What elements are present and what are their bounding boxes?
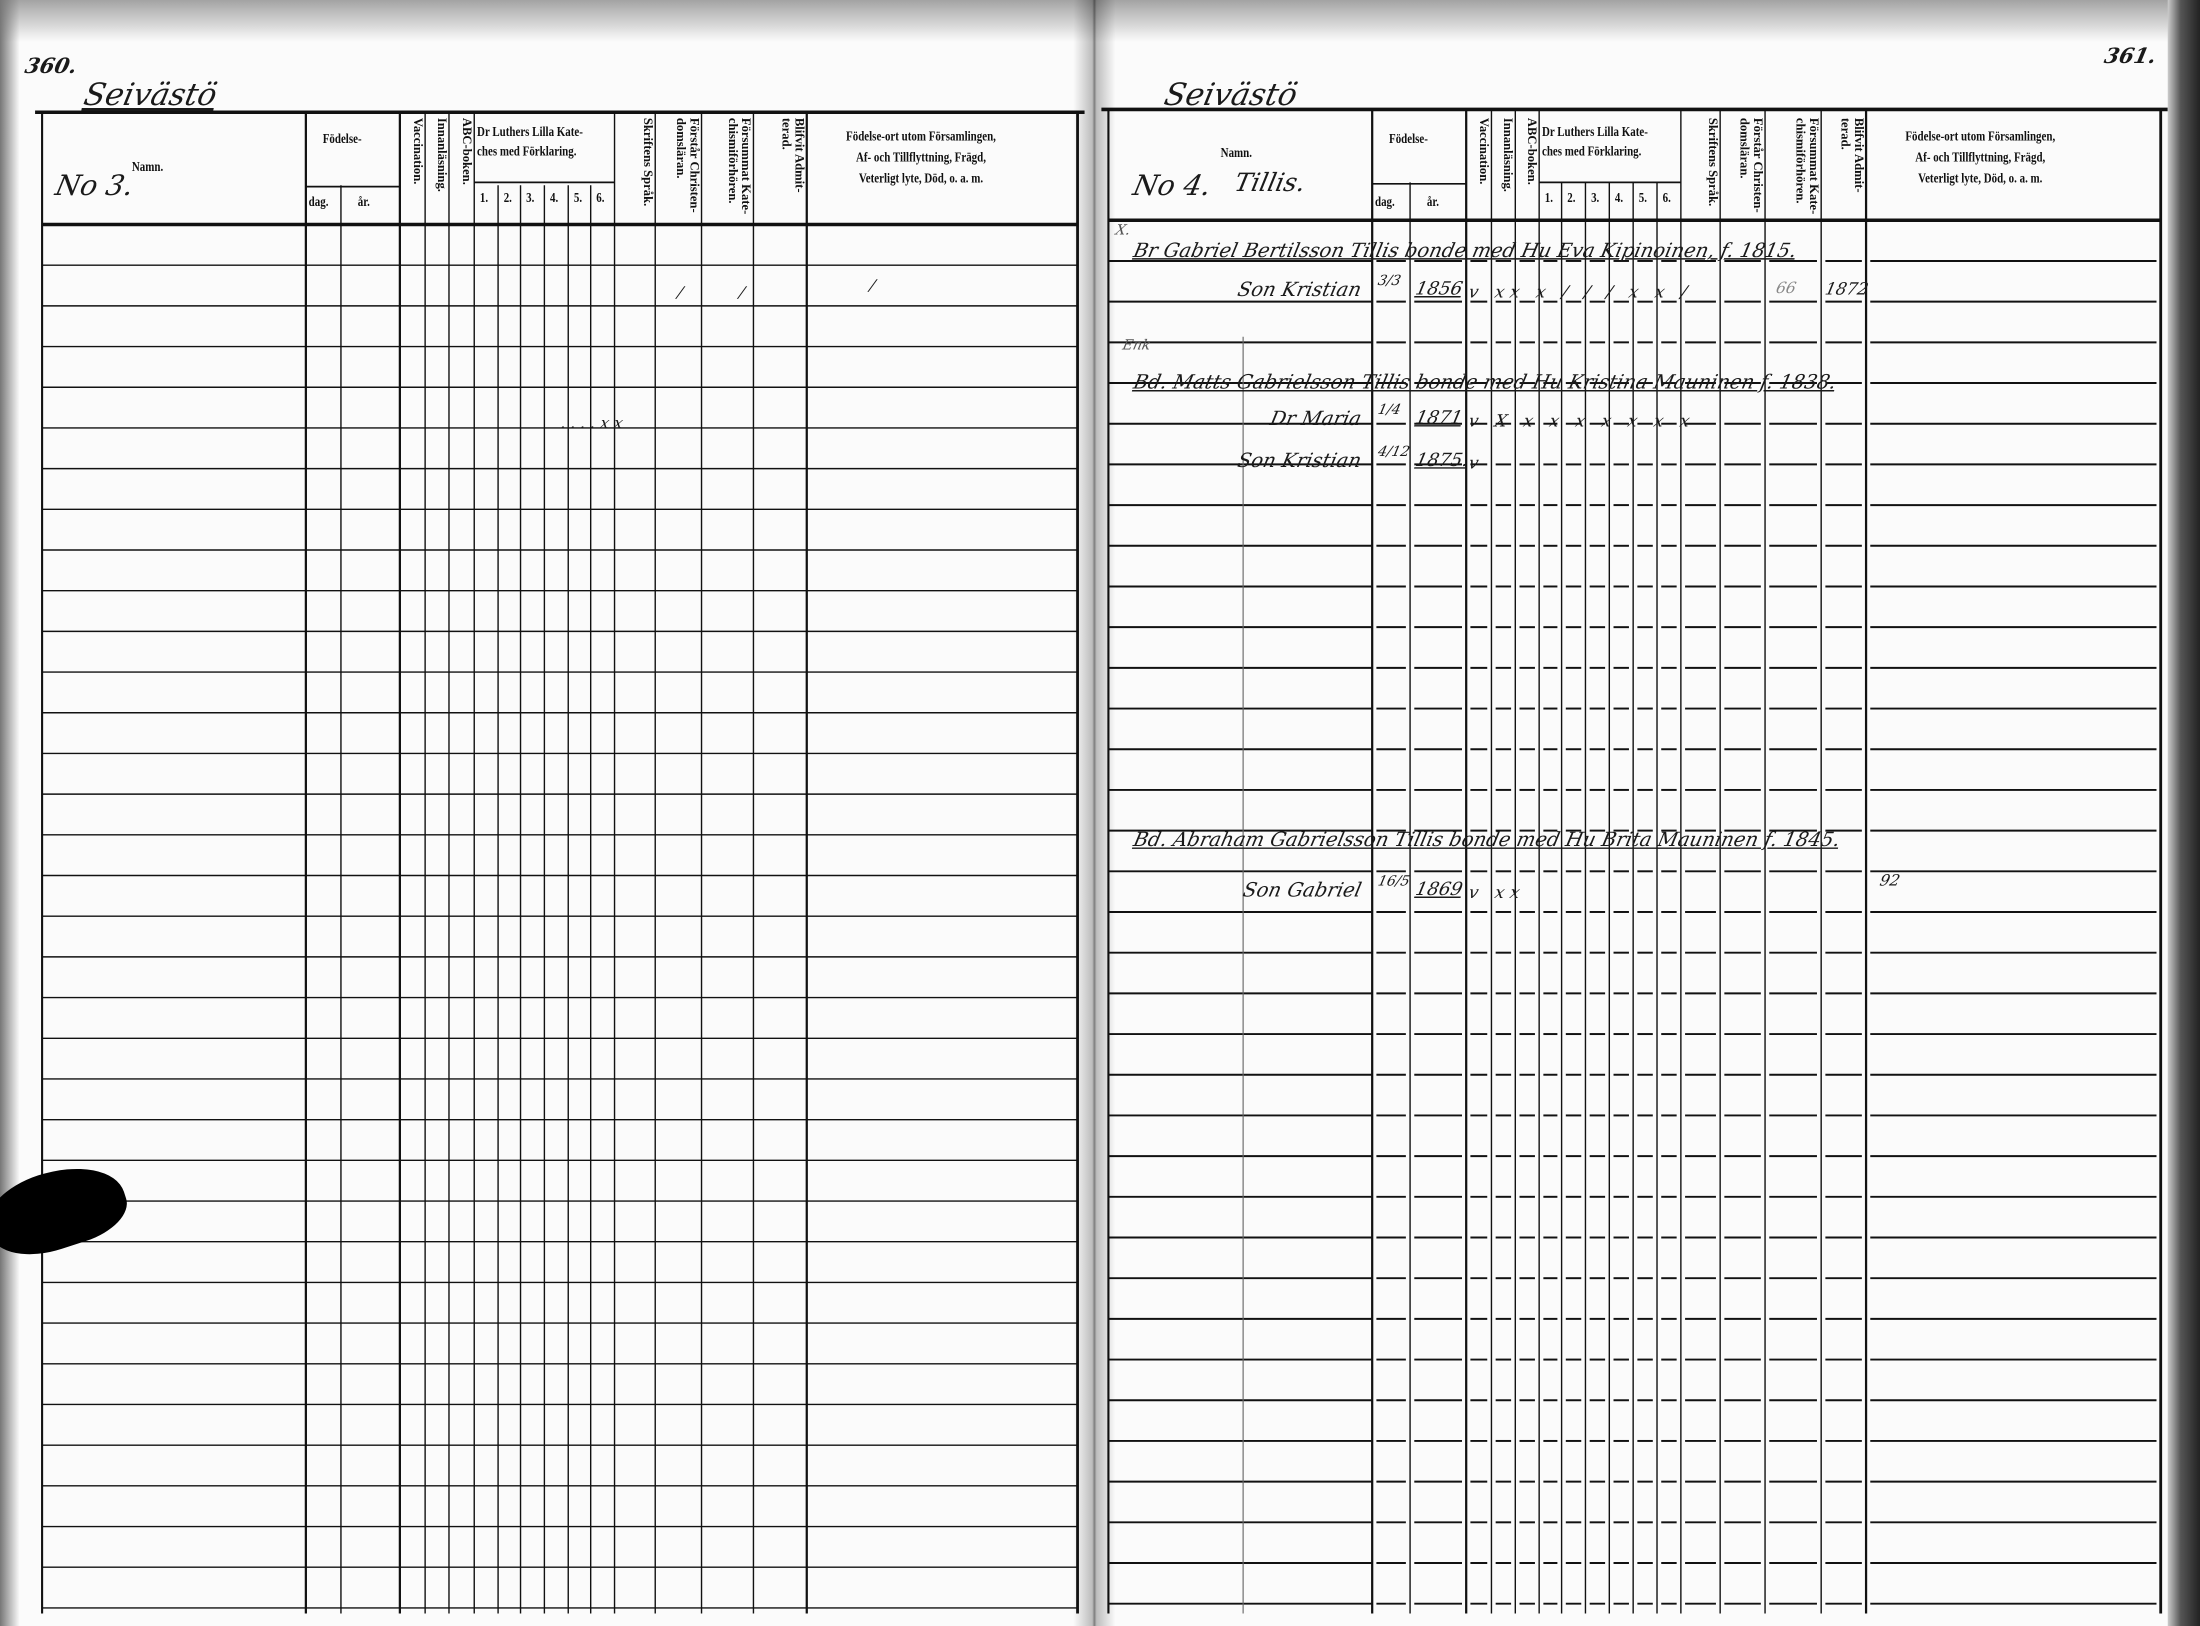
entry-prefix: Enk <box>1120 338 1153 354</box>
birth-day: 3/3 <box>1376 273 1403 290</box>
admitted-year: 1872 <box>1823 279 1871 299</box>
luther-part-2: 2. <box>503 190 512 207</box>
pencil-mark: . . . . x x <box>559 413 625 433</box>
member-name: Dr Maria <box>1267 408 1364 431</box>
forsummat-header: Försummat Kate- chismiförhören. <box>726 117 754 215</box>
left-edge-shadow <box>0 0 20 1626</box>
remarks-header: Födelse-ort utom Församlingen, Af- och T… <box>846 129 996 187</box>
household-head-line: Bd. Abraham Gabrielsson Tillis bonde med… <box>1131 829 1843 852</box>
namn-header: Namn. <box>131 159 164 176</box>
page-number: 361. <box>2102 43 2159 69</box>
abc-header: ABC-boken. <box>460 117 475 185</box>
household-name: Tillis. <box>1231 168 1309 198</box>
member-name: Son Kristian <box>1235 279 1364 302</box>
household-number: No 3. <box>52 168 137 203</box>
luther-part-1: 1. <box>479 190 489 207</box>
innanlasning-header: Innanläsning. <box>1501 117 1516 192</box>
blifvit-header: Blifvit Admit- terad. <box>1838 117 1867 193</box>
page-number: 360. <box>22 53 80 79</box>
household-head-line: Br Gabriel Bertilsson Tillis bonde med H… <box>1131 239 1799 263</box>
reading-marks: v xx x / / / x x / <box>1466 282 1695 302</box>
luther-part-3: 3. <box>1591 190 1600 207</box>
birth-day: 1/4 <box>1376 402 1403 419</box>
member-name: Son Kristian <box>1235 450 1364 473</box>
birth-year: 1875. <box>1413 450 1471 472</box>
forsummat-header: Försummat Kate- chismiförhören. <box>1793 117 1822 215</box>
member-name: Son Gabriel <box>1240 879 1364 903</box>
luther-header: Dr Luthers Lilla Kate- ches med Förklari… <box>477 124 583 160</box>
blifvit-header: Blifvit Admit- terad. <box>779 117 807 193</box>
forstar-header: Förstår Christen- domsläran. <box>1737 117 1766 213</box>
birth-day: 4/12 <box>1376 444 1412 461</box>
remarks-header: Födelse-ort utom Församlingen, Af- och T… <box>1905 129 2056 187</box>
village-name: Seivästö <box>1160 78 1301 114</box>
luther-part-6: 6. <box>1662 190 1671 207</box>
luther-part-3: 3. <box>526 190 535 207</box>
forstar-header: Förstår Christen- domsläran. <box>674 117 702 213</box>
luther-part-4: 4. <box>1614 190 1624 207</box>
abc-header: ABC-boken. <box>1525 117 1540 185</box>
remark-note: 92 <box>1878 871 1902 890</box>
vaccination-header: Vaccination. <box>411 117 426 185</box>
ar-header: år. <box>357 195 370 211</box>
innanlasning-header: Innanläsning. <box>434 117 449 192</box>
vaccination-header: Vaccination. <box>1477 117 1492 185</box>
birth-day: 16/5 <box>1376 874 1412 890</box>
luther-part-6: 6. <box>596 190 605 207</box>
luther-part-4: 4. <box>549 190 559 207</box>
reading-marks: v xx <box>1466 882 1528 903</box>
luther-part-5: 5. <box>1638 190 1647 207</box>
right-edge-shadow <box>2167 0 2200 1626</box>
household-number: No 4. <box>1130 168 1215 203</box>
entry-prefix: X. <box>1113 223 1132 239</box>
forsummat-value: 66 <box>1774 279 1798 298</box>
reading-marks: v X x x x x x x x <box>1466 411 1698 431</box>
fodelse-header: Födelse- <box>322 131 362 148</box>
birth-year: 1871 <box>1413 408 1465 430</box>
birth-year: 1856 <box>1413 279 1465 301</box>
luther-part-2: 2. <box>1567 190 1576 207</box>
village-name: Seivästö <box>80 78 221 114</box>
skriftens-header: Skriftens Språk. <box>641 117 656 207</box>
household-head-line: Bd. Matts Gabrielsson Tillis bonde med H… <box>1131 371 1839 395</box>
dag-header: dag. <box>308 195 329 211</box>
birth-year: 1869 <box>1413 879 1465 901</box>
luther-part-5: 5. <box>573 190 583 207</box>
ar-header: år. <box>1426 195 1439 211</box>
book-gutter <box>1073 0 1116 1626</box>
fodelse-header: Födelse- <box>1389 131 1428 148</box>
luther-header: Dr Luthers Lilla Kate- ches med Förklari… <box>1541 124 1648 160</box>
dag-header: dag. <box>1374 195 1395 211</box>
skriftens-header: Skriftens Språk. <box>1706 117 1721 207</box>
luther-part-1: 1. <box>1544 190 1553 207</box>
namn-header: Namn. <box>1220 145 1252 162</box>
